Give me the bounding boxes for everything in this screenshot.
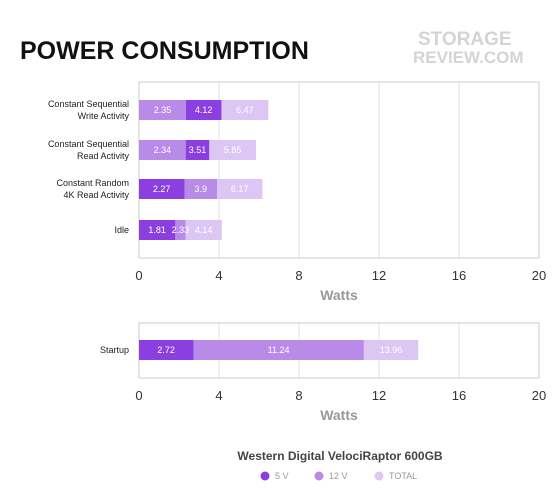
x-tick-label: 0 xyxy=(135,268,142,283)
bar-value-label: 4.14 xyxy=(195,225,213,235)
bar-value-label: 2.72 xyxy=(157,345,175,355)
logo-line-2: REVIEW.COM xyxy=(413,48,524,67)
x-tick-label: 8 xyxy=(295,388,302,403)
x-tick-label: 0 xyxy=(135,388,142,403)
plot-frame xyxy=(138,81,540,259)
x-tick-label: 20 xyxy=(532,268,546,283)
bar-value-label: 6.17 xyxy=(231,184,249,194)
category-label: Idle xyxy=(114,225,129,235)
x-tick-label: 16 xyxy=(452,388,466,403)
bar xyxy=(139,220,176,240)
category-label: Constant Sequential Read Activity xyxy=(48,139,130,161)
x-tick-label: 12 xyxy=(372,388,386,403)
x-tick-label: 8 xyxy=(295,268,302,283)
legend-label: 12 V xyxy=(329,471,348,481)
legend-swatch xyxy=(314,471,324,481)
main-chart-panel: 0 4 8 12 16 20 Watts 2.35 4.12 6.47 Constant Seque… xyxy=(48,81,546,303)
legend-label: 5 V xyxy=(275,471,289,481)
bar xyxy=(139,100,186,120)
x-tick-label: 20 xyxy=(532,388,546,403)
bar-value-label: 4.12 xyxy=(195,105,213,115)
bar-value-label: 3.9 xyxy=(194,184,207,194)
x-tick-label: 12 xyxy=(372,268,386,283)
x-tick-label: 4 xyxy=(215,388,222,403)
chart-title: POWER CONSUMPTION xyxy=(20,37,309,65)
x-tick-label: 4 xyxy=(215,268,222,283)
legend-swatch xyxy=(260,471,270,481)
bar-value-label: 5.85 xyxy=(224,145,242,155)
x-axis-title: Watts xyxy=(320,407,358,423)
bar xyxy=(139,340,364,360)
bar-value-label: 2.27 xyxy=(153,184,171,194)
category-label: Startup xyxy=(100,345,129,355)
bar-value-label: 2.34 xyxy=(154,145,172,155)
bar-value-label: 6.47 xyxy=(236,105,254,115)
bar-value-label: 3.51 xyxy=(189,145,207,155)
bar xyxy=(139,340,194,360)
x-tick-label: 16 xyxy=(452,268,466,283)
bar xyxy=(139,179,185,199)
bar-value-label: 13.96 xyxy=(380,345,403,355)
bar-value-label: 1.81 xyxy=(148,225,166,235)
legend-label: TOTAL xyxy=(389,471,417,481)
bar-value-label: 2.33 xyxy=(172,225,190,235)
category-label: Constant Random 4K Read Activity xyxy=(56,178,129,200)
startup-chart-panel: 0 4 8 12 16 20 Watts 2.72 11.24 13.96 Startup xyxy=(100,322,546,423)
legend-swatch xyxy=(374,471,384,481)
bar xyxy=(139,140,186,160)
bar-value-label: 2.35 xyxy=(154,105,172,115)
chart-legend: Western Digital VelociRaptor 600GB 5 V 12 … xyxy=(237,449,443,481)
x-axis-title: Watts xyxy=(320,287,358,303)
legend-title: Western Digital VelociRaptor 600GB xyxy=(237,449,443,463)
logo-line-1: STORAGE xyxy=(418,29,512,50)
category-label: Constant Sequential Write Activity xyxy=(48,99,130,121)
storagereview-logo: STORAGE REVIEW.COM xyxy=(413,29,524,67)
bar-value-label: 11.24 xyxy=(268,345,290,355)
